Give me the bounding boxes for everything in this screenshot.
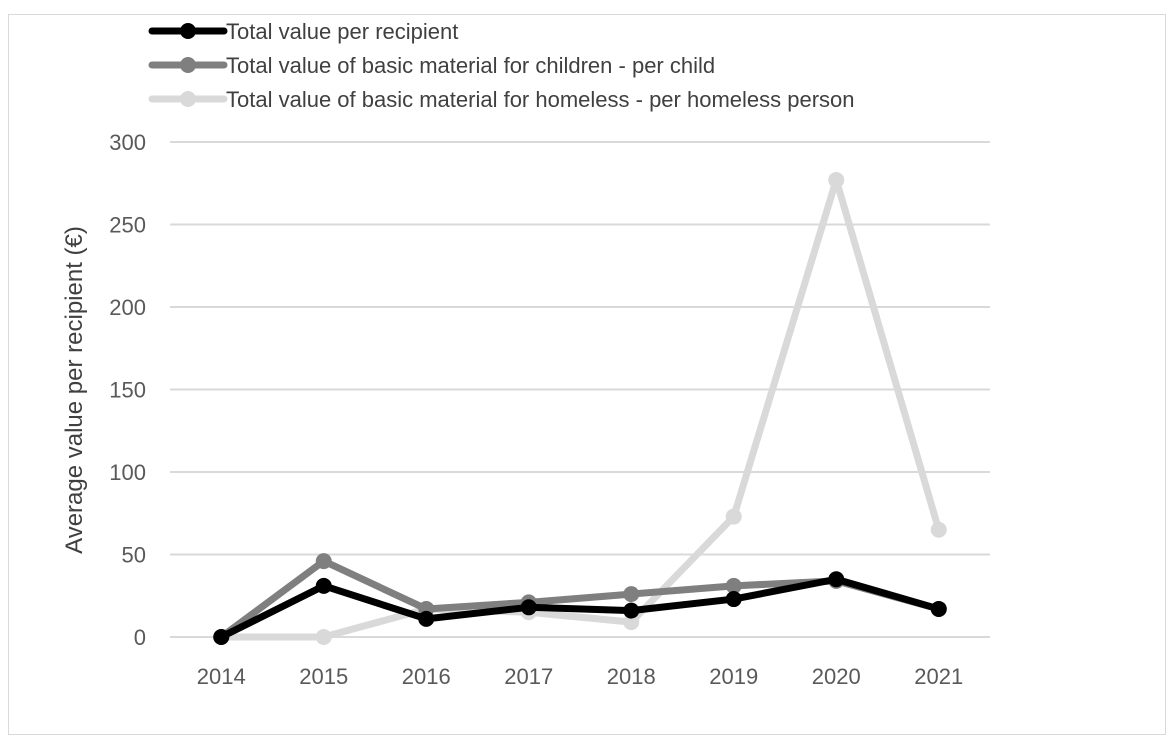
y-tick-label: 100 xyxy=(109,460,146,485)
series xyxy=(213,171,947,645)
data-point xyxy=(623,602,640,619)
legend: Total value per recipient Total value of … xyxy=(148,19,855,112)
legend-item-2: Total value of basic material for homele… xyxy=(148,87,855,112)
y-tick-label: 300 xyxy=(109,130,146,155)
legend-label: Total value of basic material for homele… xyxy=(226,87,855,112)
data-point xyxy=(315,629,332,645)
y-axis-title: Average value per recipient (€) xyxy=(61,226,88,554)
x-tick-label: 2020 xyxy=(812,664,861,689)
data-point xyxy=(828,571,845,588)
y-tick-label: 200 xyxy=(109,295,146,320)
data-point xyxy=(725,591,742,608)
data-point xyxy=(315,577,332,594)
x-tick-label: 2021 xyxy=(914,664,963,689)
legend-label: Total value of basic material for childr… xyxy=(226,53,715,78)
data-point xyxy=(930,521,947,538)
data-point xyxy=(623,586,640,603)
x-tick-label: 2017 xyxy=(504,664,553,689)
legend-item-1: Total value of basic material for childr… xyxy=(148,53,715,78)
legend-item-0: Total value per recipient xyxy=(148,19,458,44)
x-tick-label: 2018 xyxy=(607,664,656,689)
x-tick-label: 2014 xyxy=(197,664,246,689)
data-point xyxy=(725,577,742,594)
data-point xyxy=(828,171,845,188)
series-line xyxy=(217,575,943,641)
data-point xyxy=(623,614,640,631)
data-point xyxy=(315,553,332,570)
series-line xyxy=(217,557,943,641)
legend-label: Total value per recipient xyxy=(226,19,458,44)
y-tick-label: 0 xyxy=(134,625,146,650)
y-tick-label: 50 xyxy=(122,543,146,568)
legend-marker xyxy=(180,57,196,73)
x-tick-label: 2015 xyxy=(299,664,348,689)
legend-marker xyxy=(180,91,196,107)
series-0 xyxy=(213,571,947,645)
x-tick-label: 2019 xyxy=(709,664,758,689)
data-point xyxy=(520,599,537,616)
data-point xyxy=(418,610,435,627)
y-tick-label: 150 xyxy=(109,378,146,403)
legend-marker xyxy=(180,23,196,39)
x-tick-label: 2016 xyxy=(402,664,451,689)
data-point xyxy=(213,629,230,645)
axes: 0 50 100 150 200 250 300 2014 2015 2016 2017 2018 20… xyxy=(109,130,963,689)
gridlines xyxy=(170,141,990,638)
data-point xyxy=(930,600,947,617)
data-point xyxy=(725,508,742,525)
y-tick-label: 250 xyxy=(109,213,146,238)
series-line xyxy=(217,176,943,641)
